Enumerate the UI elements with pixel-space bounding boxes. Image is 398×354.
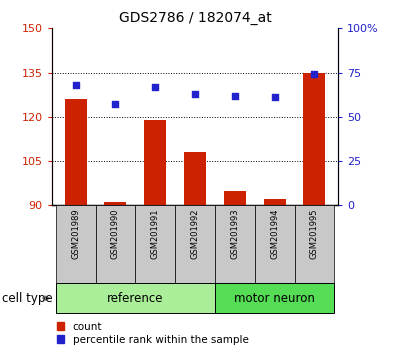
Text: GSM201991: GSM201991 xyxy=(151,209,160,259)
Point xyxy=(152,84,158,90)
Title: GDS2786 / 182074_at: GDS2786 / 182074_at xyxy=(119,11,271,24)
Text: GSM201995: GSM201995 xyxy=(310,209,319,259)
Point xyxy=(192,91,198,97)
Text: GSM201992: GSM201992 xyxy=(191,209,199,259)
Bar xyxy=(64,99,87,205)
Bar xyxy=(184,152,206,205)
Point xyxy=(311,72,318,77)
Text: GSM201989: GSM201989 xyxy=(71,209,80,259)
Text: reference: reference xyxy=(107,292,164,305)
Text: motor neuron: motor neuron xyxy=(234,292,315,305)
Bar xyxy=(144,120,166,205)
Bar xyxy=(104,202,127,205)
Text: cell type: cell type xyxy=(2,292,53,305)
Bar xyxy=(304,73,326,205)
Point xyxy=(112,102,119,107)
Text: GSM201990: GSM201990 xyxy=(111,209,120,259)
Text: GSM201993: GSM201993 xyxy=(230,209,239,259)
Bar xyxy=(224,190,246,205)
Point xyxy=(271,95,278,100)
Point xyxy=(72,82,79,88)
Text: GSM201994: GSM201994 xyxy=(270,209,279,259)
Point xyxy=(232,93,238,98)
Bar xyxy=(264,199,286,205)
Legend: count, percentile rank within the sample: count, percentile rank within the sample xyxy=(53,317,253,349)
